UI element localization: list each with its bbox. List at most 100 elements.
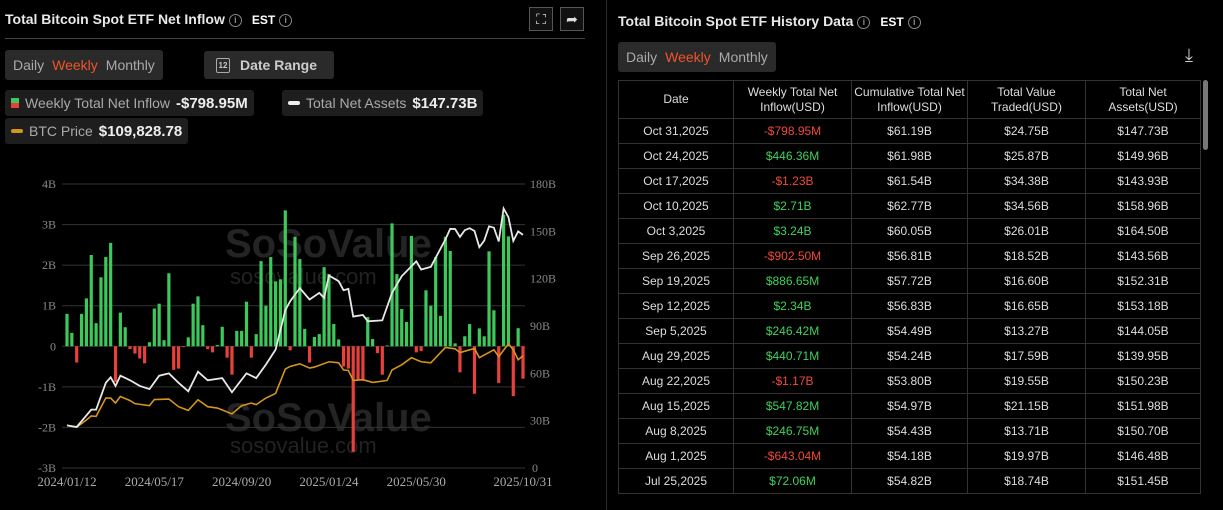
table-cell: $158.96B xyxy=(1085,193,1201,219)
table-row[interactable]: Aug 1,2025 -$643.04M $54.18B $19.97B $146.48… xyxy=(618,443,1201,469)
y-left-tick: -3B xyxy=(38,461,56,475)
y-right-tick: 150B xyxy=(530,224,556,238)
period-tabs: Daily Weekly Monthly xyxy=(5,50,163,80)
y-right-tick: 30B xyxy=(530,414,550,428)
tab-daily[interactable]: Daily xyxy=(13,57,45,73)
legend-net-assets[interactable]: Total Net Assets $147.73B xyxy=(282,90,484,116)
inflow-bar xyxy=(366,317,370,347)
tab-daily[interactable]: Daily xyxy=(626,49,658,65)
table-cell: $2.34B xyxy=(733,293,852,319)
inflow-bar xyxy=(501,214,506,347)
table-cell: Sep 26,2025 xyxy=(618,243,734,269)
outflow-bar xyxy=(307,346,312,363)
y-left-tick: 2B xyxy=(42,258,56,272)
legend-value: -$798.95M xyxy=(176,94,248,112)
inflow-bar xyxy=(487,251,491,347)
table-cell: Aug 22,2025 xyxy=(618,368,734,394)
table-row[interactable]: Oct 3,2025 $3.24B $60.05B $26.01B $164.50B xyxy=(618,218,1201,244)
table-row[interactable]: Aug 8,2025 $246.75M $54.43B $13.71B $150.70B xyxy=(618,418,1201,444)
net-inflow-panel: Total Bitcoin Spot ETF Net Inflow i EST i ⛶… xyxy=(0,0,600,510)
table-cell: $72.06M xyxy=(733,468,852,494)
info-icon[interactable]: i xyxy=(228,13,242,27)
btc-price-line xyxy=(66,342,524,428)
btc-swatch-icon xyxy=(11,129,23,133)
y-left-tick: -1B xyxy=(38,380,56,394)
share-icon[interactable]: ➦ xyxy=(560,7,584,31)
info-icon[interactable]: i xyxy=(857,15,871,29)
table-cell: -$902.50M xyxy=(733,243,852,269)
column-header: Cumulative Total Net Inflow(USD) xyxy=(851,80,968,119)
outflow-bar xyxy=(210,346,215,353)
fullscreen-icon[interactable]: ⛶ xyxy=(529,7,553,31)
table-cell: -$1.23B xyxy=(733,168,852,194)
table-row[interactable]: Jul 25,2025 $72.06M $54.82B $18.74B $151.45B xyxy=(618,468,1201,494)
outflow-bar xyxy=(288,346,292,351)
inflow-bar xyxy=(215,345,219,347)
table-row[interactable]: Sep 12,2025 $2.34B $56.83B $16.65B $153.18B xyxy=(618,293,1201,319)
table-row[interactable]: Aug 22,2025 -$1.17B $53.80B $19.55B $150.23B xyxy=(618,368,1201,394)
table-row[interactable]: Sep 5,2025 $246.42M $54.49B $13.27B $144.05B xyxy=(618,318,1201,344)
table-cell: $146.48B xyxy=(1085,443,1201,469)
outflow-bar xyxy=(113,346,118,382)
table-row[interactable]: Oct 31,2025 -$798.95M $61.19B $24.75B $147.7… xyxy=(618,118,1201,144)
tab-weekly[interactable]: Weekly xyxy=(52,57,98,73)
inflow-bar xyxy=(429,305,433,347)
history-table: Date Weekly Total Net Inflow(USD) Cumulati… xyxy=(618,80,1201,494)
download-icon[interactable]: ⤓ xyxy=(1185,45,1193,65)
info-icon[interactable]: i xyxy=(279,13,293,27)
outflow-bar xyxy=(225,346,229,358)
inflow-bar xyxy=(162,340,166,347)
table-row[interactable]: Aug 29,2025 $440.71M $54.24B $17.59B $139.95… xyxy=(618,343,1201,369)
table-cell: $19.97B xyxy=(967,443,1086,469)
table-cell: $151.45B xyxy=(1085,468,1201,494)
outflow-bar xyxy=(176,346,181,369)
inflow-bar xyxy=(191,303,195,347)
table-row[interactable]: Sep 26,2025 -$902.50M $56.81B $18.52B $143.5… xyxy=(618,243,1201,269)
legend-label: Total Net Assets xyxy=(306,95,407,111)
inflow-bar xyxy=(123,327,127,347)
inflow-bar xyxy=(70,332,74,347)
x-tick: 2024/09/20 xyxy=(212,474,271,489)
x-tick: 2025/01/24 xyxy=(299,474,359,489)
scrollbar[interactable] xyxy=(1203,80,1208,150)
table-row[interactable]: Oct 10,2025 $2.71B $62.77B $34.56B $158.96B xyxy=(618,193,1201,219)
table-cell: $60.05B xyxy=(851,218,968,244)
table-cell: $54.43B xyxy=(851,418,968,444)
table-row[interactable]: Oct 24,2025 $446.36M $61.98B $25.87B $149.96… xyxy=(618,143,1201,169)
table-row[interactable]: Oct 17,2025 -$1.23B $61.54B $34.38B $143.93B xyxy=(618,168,1201,194)
table-cell: $153.18B xyxy=(1085,293,1201,319)
inflow-bar xyxy=(109,242,113,347)
x-tick: 2024/05/17 xyxy=(125,474,185,489)
inflow-bar xyxy=(337,339,341,347)
inflow-bar xyxy=(99,277,103,347)
outflow-bar xyxy=(143,346,147,364)
legend-label: Weekly Total Net Inflow xyxy=(25,95,170,111)
date-range-label: Date Range xyxy=(240,57,318,73)
legend-net-inflow[interactable]: Weekly Total Net Inflow -$798.95M xyxy=(5,90,254,116)
date-range-button[interactable]: 12 Date Range xyxy=(204,51,334,79)
table-cell: $246.42M xyxy=(733,318,852,344)
inflow-bar xyxy=(89,255,93,347)
tab-monthly[interactable]: Monthly xyxy=(718,49,768,65)
inflow-bar xyxy=(293,236,297,347)
inflow-bar xyxy=(235,330,239,347)
inflow-swatch-icon xyxy=(11,98,19,108)
y-left-tick: 0 xyxy=(50,339,56,353)
table-cell: Aug 1,2025 xyxy=(618,443,734,469)
inflow-bar xyxy=(244,301,249,347)
inflow-bar xyxy=(186,337,190,347)
timezone-label: EST xyxy=(880,15,904,29)
inflow-bar xyxy=(322,267,326,347)
tab-monthly[interactable]: Monthly xyxy=(105,57,155,73)
outflow-bar xyxy=(361,346,365,381)
inflow-bar xyxy=(443,236,447,347)
table-cell: $56.81B xyxy=(851,243,968,269)
table-cell: $143.93B xyxy=(1085,168,1201,194)
tab-weekly[interactable]: Weekly xyxy=(665,49,711,65)
legend-btc-price[interactable]: BTC Price $109,828.78 xyxy=(5,118,189,144)
table-row[interactable]: Sep 19,2025 $886.65M $57.72B $16.60B $152.31… xyxy=(618,268,1201,294)
info-icon[interactable]: i xyxy=(907,15,921,29)
table-cell: $54.24B xyxy=(851,343,968,369)
table-row[interactable]: Aug 15,2025 $547.82M $54.97B $21.15B $151.98… xyxy=(618,393,1201,419)
inflow-bar xyxy=(477,328,481,347)
